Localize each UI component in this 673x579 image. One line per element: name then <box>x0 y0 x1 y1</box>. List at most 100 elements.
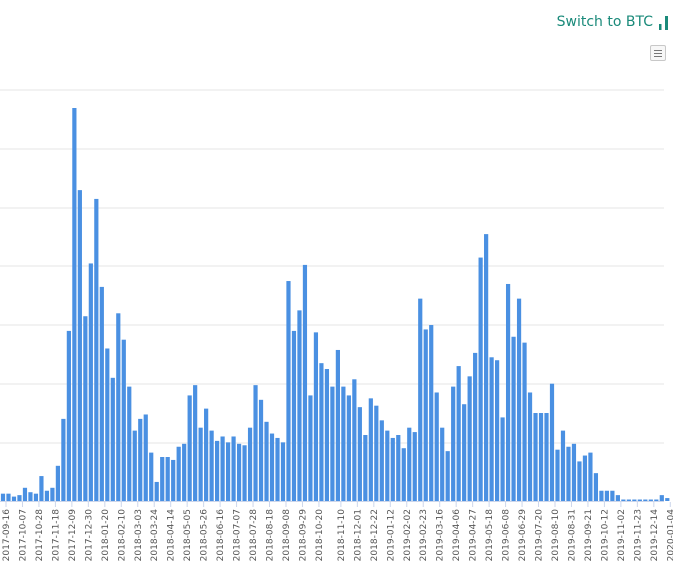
chart-bar[interactable] <box>99 286 104 501</box>
chart-bar[interactable] <box>105 348 110 501</box>
chart-bar[interactable] <box>149 452 154 501</box>
chart-bar[interactable] <box>654 499 659 501</box>
chart-bar[interactable] <box>187 395 192 501</box>
chart-bar[interactable] <box>83 316 88 501</box>
chart-bar[interactable] <box>346 395 351 501</box>
chart-bar[interactable] <box>297 310 302 501</box>
chart-bar[interactable] <box>269 433 275 501</box>
chart-bar[interactable] <box>363 435 368 501</box>
chart-bar[interactable] <box>379 420 384 501</box>
chart-bar[interactable] <box>11 496 17 501</box>
chart-bar[interactable] <box>132 430 137 501</box>
chart-bar[interactable] <box>401 448 406 501</box>
chart-bar[interactable] <box>143 414 148 501</box>
chart-bar[interactable] <box>231 436 236 501</box>
chart-bar[interactable] <box>275 437 280 501</box>
chart-bar[interactable] <box>28 492 33 501</box>
chart-bar[interactable] <box>247 427 253 501</box>
chart-bar[interactable] <box>615 495 620 501</box>
chart-bar[interactable] <box>171 459 176 501</box>
chart-bar[interactable] <box>209 430 214 501</box>
chart-bar[interactable] <box>533 413 538 501</box>
chart-bar[interactable] <box>495 360 500 501</box>
chart-bar[interactable] <box>423 329 428 501</box>
chart-bar[interactable] <box>242 445 247 501</box>
chart-bar[interactable] <box>160 457 165 501</box>
chart-bar[interactable] <box>637 499 642 501</box>
chart-bar[interactable] <box>0 493 6 501</box>
chart-bar[interactable] <box>588 452 593 501</box>
chart-bar[interactable] <box>390 437 395 501</box>
chart-bar[interactable] <box>50 487 55 501</box>
chart-bar[interactable] <box>456 366 461 501</box>
chart-bar[interactable] <box>467 376 472 501</box>
chart-bar[interactable] <box>280 442 286 501</box>
chart-bar[interactable] <box>215 440 220 501</box>
chart-bar[interactable] <box>225 442 231 501</box>
chart-bar[interactable] <box>538 413 544 501</box>
chart-bar[interactable] <box>77 190 82 501</box>
chart-menu-button[interactable] <box>650 45 666 61</box>
chart-bar[interactable] <box>302 264 308 501</box>
bar-chart-icon[interactable] <box>659 14 669 30</box>
chart-bar[interactable] <box>571 443 577 501</box>
chart-bar[interactable] <box>72 108 77 501</box>
chart-bar[interactable] <box>659 495 664 501</box>
chart-bar[interactable] <box>308 395 313 501</box>
chart-bar[interactable] <box>385 430 390 501</box>
chart-bar[interactable] <box>527 392 533 501</box>
chart-bar[interactable] <box>182 443 187 501</box>
chart-bar[interactable] <box>319 363 324 501</box>
chart-bar[interactable] <box>544 413 549 501</box>
chart-bar[interactable] <box>599 490 604 501</box>
chart-bar[interactable] <box>44 490 50 501</box>
chart-bar[interactable] <box>66 330 71 501</box>
chart-bar[interactable] <box>165 457 170 501</box>
chart-bar[interactable] <box>330 386 335 501</box>
chart-bar[interactable] <box>484 234 489 502</box>
chart-bar[interactable] <box>610 490 615 501</box>
chart-bar[interactable] <box>176 446 181 501</box>
chart-bar[interactable] <box>555 449 560 501</box>
chart-bar[interactable] <box>560 430 566 501</box>
chart-bar[interactable] <box>55 465 60 501</box>
chart-bar[interactable] <box>582 455 588 501</box>
chart-bar[interactable] <box>116 313 121 501</box>
chart-bar[interactable] <box>445 451 450 501</box>
chart-bar[interactable] <box>412 432 417 501</box>
chart-bar[interactable] <box>341 386 346 501</box>
chart-bar[interactable] <box>33 493 39 501</box>
chart-bar[interactable] <box>352 379 357 501</box>
chart-bar[interactable] <box>138 418 143 501</box>
chart-bar[interactable] <box>566 446 571 501</box>
chart-bar[interactable] <box>198 427 203 501</box>
chart-bar[interactable] <box>204 408 209 501</box>
chart-bar[interactable] <box>258 399 264 501</box>
chart-bar[interactable] <box>407 427 412 501</box>
chart-bar[interactable] <box>335 349 340 501</box>
chart-bar[interactable] <box>648 499 653 501</box>
chart-bar[interactable] <box>500 417 505 501</box>
chart-bar[interactable] <box>577 461 582 501</box>
chart-bar[interactable] <box>451 386 456 501</box>
chart-bar[interactable] <box>324 369 330 501</box>
chart-bar[interactable] <box>154 481 159 501</box>
chart-bar[interactable] <box>489 357 494 501</box>
chart-bar[interactable] <box>17 495 22 501</box>
chart-bar[interactable] <box>6 493 11 501</box>
chart-bar[interactable] <box>220 436 225 501</box>
switch-to-btc-link[interactable]: Switch to BTC <box>556 14 653 30</box>
chart-bar[interactable] <box>61 418 66 501</box>
chart-bar[interactable] <box>286 281 291 501</box>
chart-bar[interactable] <box>632 499 637 501</box>
chart-bar[interactable] <box>374 405 379 501</box>
chart-bar[interactable] <box>505 283 511 501</box>
chart-bar[interactable] <box>127 386 132 501</box>
chart-bar[interactable] <box>110 377 115 501</box>
chart-bar[interactable] <box>368 398 373 501</box>
chart-bar[interactable] <box>665 498 670 501</box>
chart-bar[interactable] <box>88 263 93 501</box>
chart-bar[interactable] <box>626 499 631 501</box>
chart-bar[interactable] <box>418 298 423 501</box>
chart-bar[interactable] <box>236 443 242 501</box>
